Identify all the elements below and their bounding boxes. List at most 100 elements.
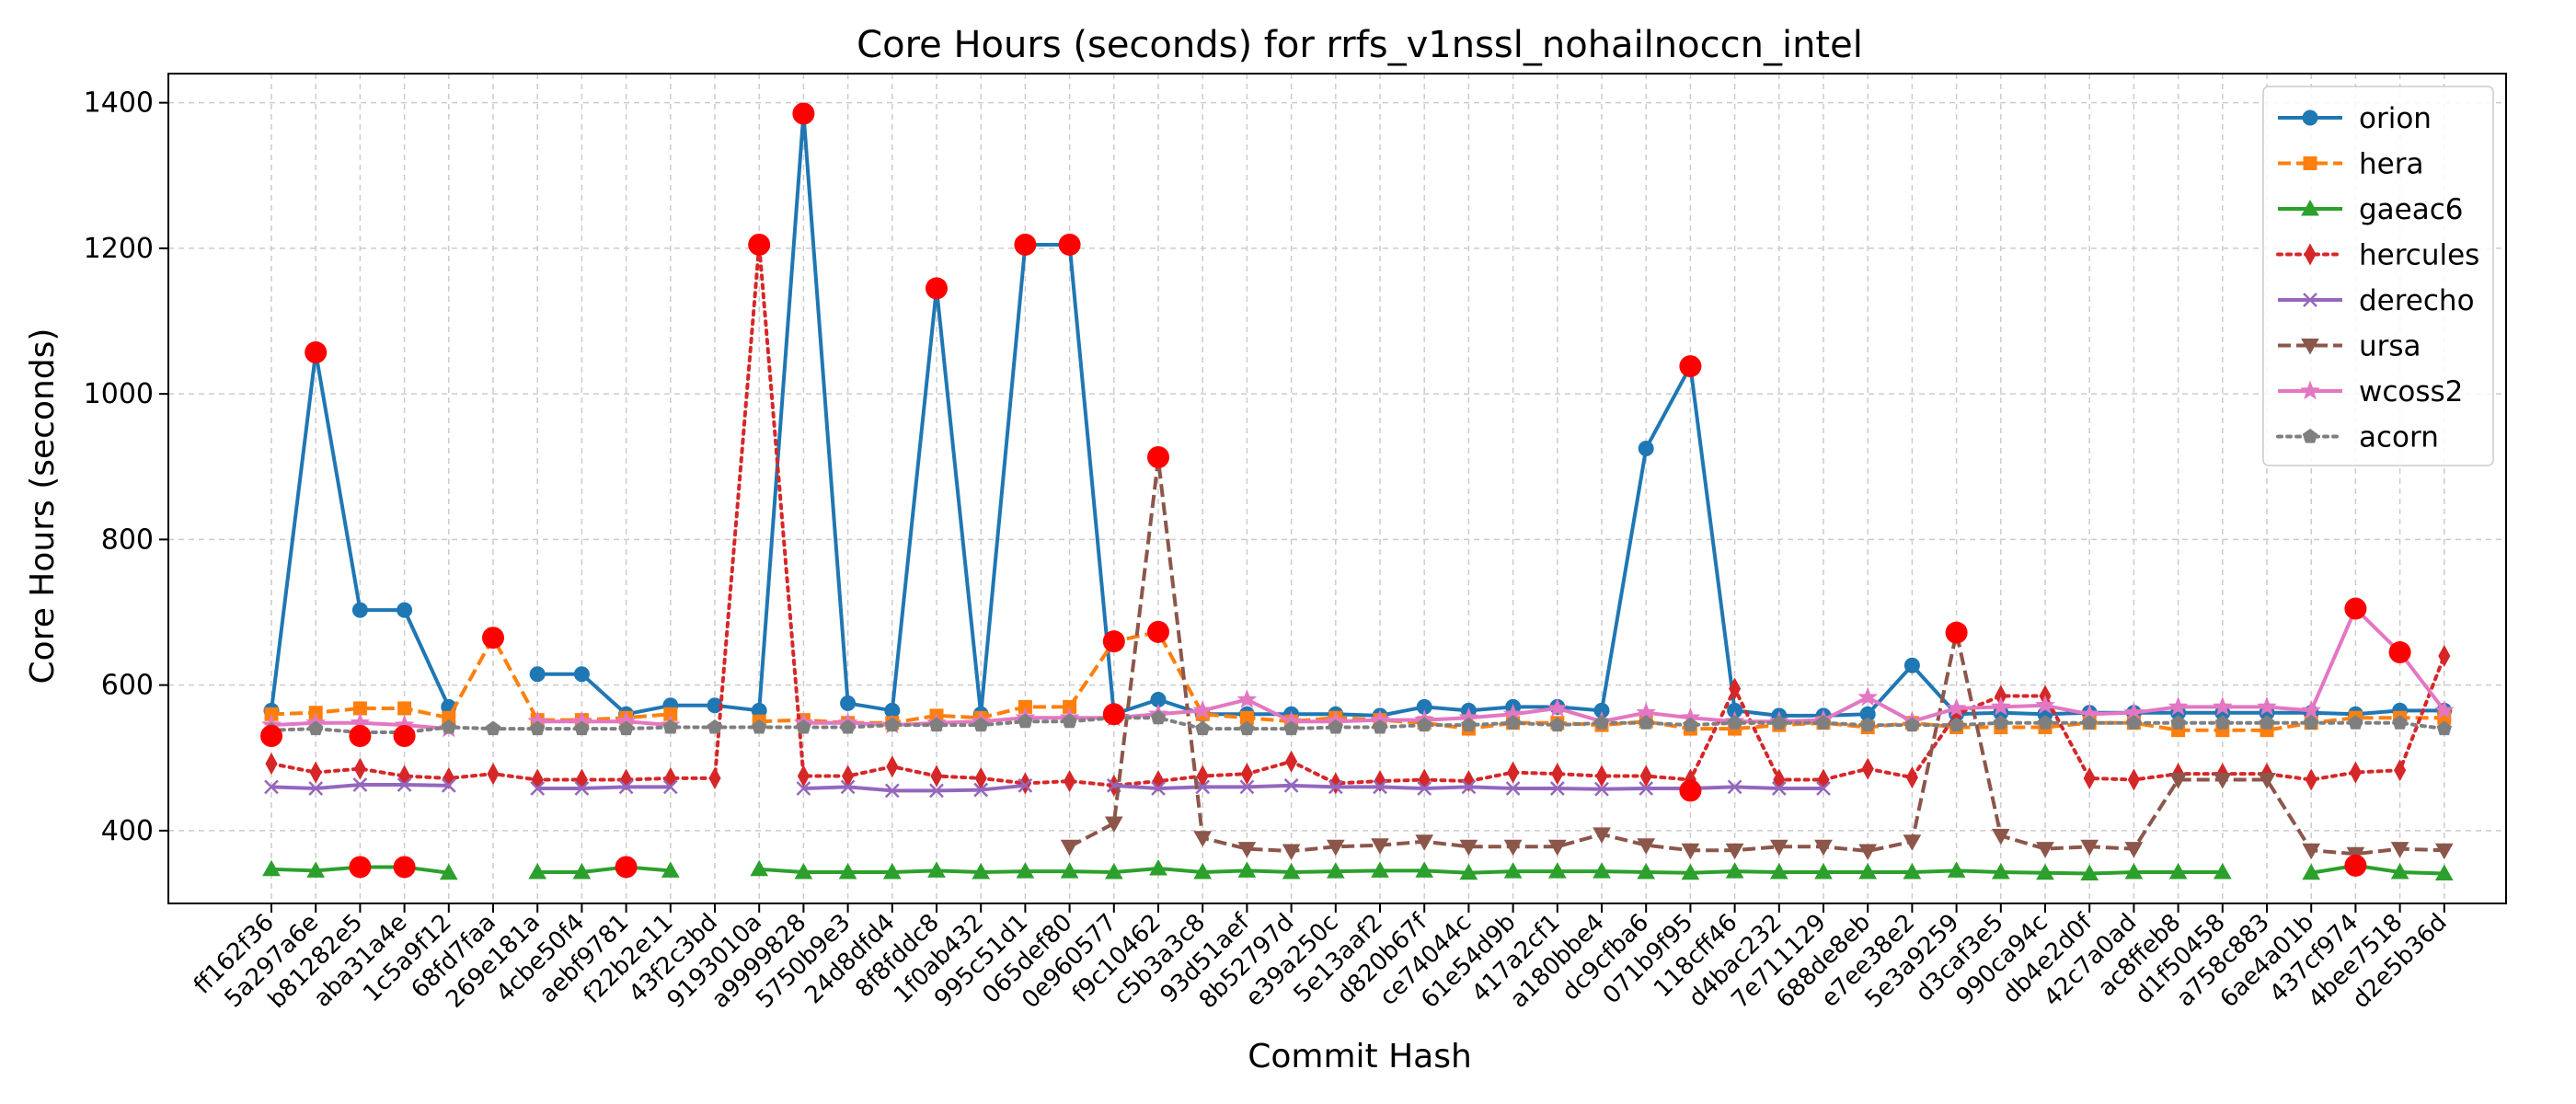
legend-item-gaeac6: gaeac6 [2278, 193, 2464, 226]
marker-stroke [662, 779, 678, 795]
data-point-acorn [973, 717, 989, 732]
data-point-acorn [2170, 715, 2186, 730]
data-point-derecho [1727, 779, 1742, 795]
data-point-derecho [1283, 777, 1299, 793]
data-point-hercules [1729, 677, 1742, 700]
data-point-ursa [2434, 843, 2454, 860]
data-point-derecho [1373, 779, 1387, 795]
x-ticks: ff162f365a297a6eb81282e5aba31a4e1c5a9f12… [189, 903, 2453, 1014]
series-gaeac6 [262, 856, 2454, 881]
legend-item-hercules: hercules [2276, 239, 2479, 272]
data-point-gaeac6 [927, 861, 946, 878]
marker-stroke [973, 782, 989, 798]
data-point-acorn [1505, 715, 1521, 730]
data-point-ursa [1681, 843, 1700, 860]
data-point-gaeac6 [1193, 862, 1213, 880]
data-point-acorn [884, 717, 900, 732]
marker-stroke [1151, 781, 1166, 796]
data-point-gaeac6 [262, 859, 281, 877]
data-point-gaeac6 [1991, 862, 2010, 880]
y-tick-label: 1200 [84, 233, 154, 265]
data-point-derecho [441, 777, 456, 793]
data-point-acorn [2214, 715, 2230, 730]
data-point-ursa [1282, 844, 1301, 861]
data-point-hercules [708, 766, 721, 789]
data-point-gaeac6 [1947, 861, 1966, 878]
data-point-gaeac6 [306, 861, 326, 878]
data-point-wcoss2 [1946, 697, 1967, 718]
legend-label: ursa [2359, 330, 2421, 363]
data-point-ursa [1193, 831, 1213, 847]
data-point-acorn [485, 720, 501, 736]
y-ticks: 400 600 800 1000 1200 1400 [84, 87, 168, 847]
data-point-ursa [1903, 834, 1922, 851]
legend: orion hera gaeac6 hercules derecho ursa wcoss2… [2262, 86, 2494, 466]
marker-stroke [1195, 779, 1211, 795]
data-point-hercules [1285, 750, 1298, 773]
highlight-layer [260, 102, 2411, 879]
data-point-ursa [1725, 843, 1744, 860]
data-point-hercules [265, 753, 278, 776]
highlight-point [1679, 779, 1702, 802]
highlight-point [260, 725, 282, 748]
legend-marker [2302, 109, 2318, 126]
data-point-acorn [1461, 717, 1477, 732]
legend-item-hera: hera [2278, 148, 2423, 181]
highlight-point [349, 725, 372, 748]
highlight-point [1014, 233, 1037, 256]
marker-stroke [1373, 779, 1387, 795]
data-point-acorn [1549, 717, 1565, 732]
legend-marker [2303, 156, 2317, 170]
data-point-acorn [308, 720, 324, 736]
y-axis-title: Core Hours (seconds) [24, 328, 62, 684]
series-line-wcoss2 [803, 606, 2446, 728]
marker-stroke [1417, 781, 1432, 796]
series-line-acorn [270, 716, 2446, 735]
data-point-derecho [1549, 781, 1565, 796]
data-point-ursa [1547, 839, 1567, 857]
data-point-hercules [1861, 757, 1874, 780]
data-point-acorn [1239, 720, 1255, 736]
data-point-acorn [2037, 715, 2053, 730]
highlight-point [393, 725, 416, 748]
legend-box [2262, 86, 2494, 466]
data-point-hercules [2438, 644, 2451, 668]
data-point-ursa [1769, 839, 1788, 857]
data-point-derecho [929, 783, 944, 799]
data-point-gaeac6 [1282, 862, 1301, 880]
data-point-gaeac6 [1326, 862, 1345, 879]
data-point-acorn [1150, 709, 1167, 725]
data-point-acorn [1904, 717, 1920, 732]
data-point-ursa [1415, 834, 1434, 851]
marker-stroke [308, 781, 324, 796]
series-line-ursa [1068, 457, 2444, 857]
legend-label: gaeac6 [2359, 193, 2464, 226]
highlight-point [1679, 355, 1702, 378]
data-point-hera [397, 701, 412, 716]
data-point-acorn [1771, 715, 1787, 730]
data-point-acorn [1860, 717, 1876, 732]
y-tick-label: 400 [101, 815, 154, 847]
marker-stroke [1328, 779, 1343, 795]
data-point-wcoss2 [2433, 699, 2455, 719]
data-point-ursa [2124, 842, 2144, 858]
data-point-hercules [487, 763, 500, 786]
data-point-gaeac6 [1814, 862, 1833, 880]
data-point-derecho [397, 777, 412, 792]
data-point-acorn [2082, 715, 2098, 730]
data-point-hercules [1240, 763, 1253, 786]
highlight-point [1945, 621, 1968, 644]
data-point-acorn [1639, 715, 1654, 730]
data-point-derecho [1771, 781, 1787, 796]
data-point-gaeac6 [882, 862, 902, 880]
highlight-point [926, 277, 948, 300]
data-point-acorn [1727, 715, 1742, 730]
data-point-acorn [1815, 715, 1832, 730]
data-point-derecho [352, 777, 368, 792]
marker-stroke [397, 777, 412, 792]
data-point-ursa [1593, 827, 1611, 844]
data-point-gaeac6 [2390, 862, 2409, 880]
data-point-wcoss2 [1547, 697, 1568, 718]
data-point-wcoss2 [2212, 696, 2233, 716]
data-point-hercules [353, 757, 366, 780]
